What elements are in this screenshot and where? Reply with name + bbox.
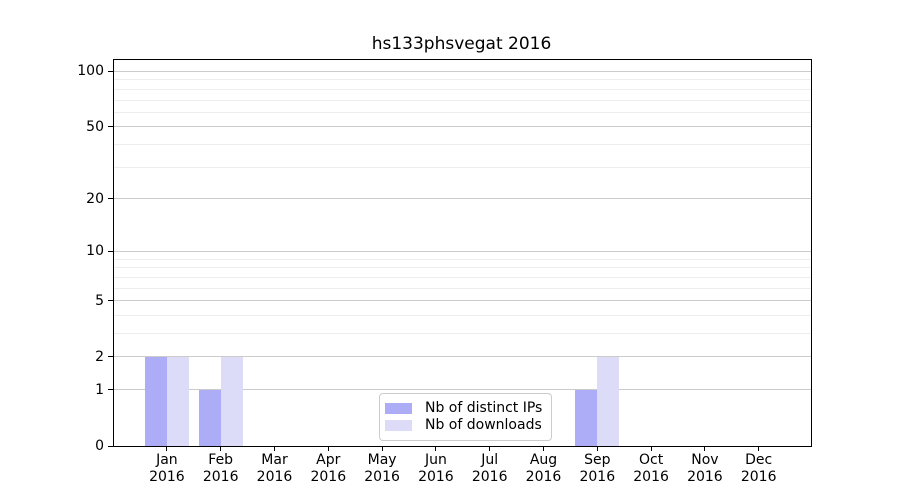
gridline-minor-30 <box>114 166 811 168</box>
y-tick-2 <box>108 356 113 358</box>
gridline-minor-70 <box>114 99 811 101</box>
chart-title: hs133phsvegat 2016 <box>371 34 552 54</box>
x-tick-dec <box>758 446 760 451</box>
gridline-minor-8 <box>114 267 811 269</box>
y-tick-5 <box>108 300 113 302</box>
gridline-minor-40 <box>114 144 811 146</box>
gridline-minor-7 <box>114 276 811 278</box>
x-tick-apr <box>327 446 329 451</box>
x-tick-label-feb: Feb 2016 <box>202 452 239 485</box>
x-tick-may <box>381 446 383 451</box>
gridline-minor-6 <box>114 287 811 289</box>
y-tick-0 <box>108 445 113 447</box>
bar-downloads-sep <box>597 356 620 446</box>
x-tick-mar <box>274 446 275 451</box>
y-tick-label-10: 10 <box>86 243 104 260</box>
y-tick-label-1: 1 <box>95 381 104 398</box>
legend-label-downloads: Nb of downloads <box>425 417 542 433</box>
x-tick-jun <box>435 446 437 451</box>
plot-area: 0 1 2 5 10 20 50 100 Jan 2016 Feb 2016 Mar 2016 Ap… <box>77 59 812 485</box>
legend-label-distinct-ips: Nb of distinct IPs <box>425 400 543 416</box>
bar-distinct-ips-sep <box>575 389 598 446</box>
gridline-minor-4 <box>114 314 811 316</box>
gridline-minor-90 <box>114 79 811 81</box>
bar-distinct-ips-feb <box>198 389 221 446</box>
gridline-major-10 <box>114 250 811 252</box>
bar-downloads-feb <box>220 356 243 446</box>
gridline-major-5 <box>114 300 811 302</box>
x-tick-label-dec: Dec 2016 <box>740 452 777 485</box>
legend-swatch-downloads <box>385 420 412 431</box>
y-tick-label-2: 2 <box>95 348 104 365</box>
x-tick-aug <box>543 446 544 451</box>
gridline-major-50 <box>114 126 811 128</box>
y-tick-50 <box>108 126 113 128</box>
y-tick-label-0: 0 <box>95 438 104 454</box>
x-tick-sep <box>596 446 598 451</box>
y-tick-label-100: 100 <box>77 63 104 80</box>
bar-distinct-ips-jan <box>144 356 167 446</box>
legend-swatch-distinct-ips <box>385 403 412 414</box>
gridline-minor-80 <box>114 88 811 90</box>
gridline-major-20 <box>114 198 811 200</box>
y-tick-label-5: 5 <box>95 292 104 309</box>
y-tick-10 <box>108 250 113 252</box>
x-tick-label-sep: Sep 2016 <box>579 452 616 485</box>
x-tick-label-nov: Nov 2016 <box>687 452 723 485</box>
y-tick-1 <box>108 389 113 391</box>
y-tick-label-20: 20 <box>86 190 104 207</box>
x-tick-nov <box>704 446 706 451</box>
x-tick-oct <box>650 446 652 451</box>
gridline-major-1 <box>114 389 811 391</box>
x-tick-label-may: May 2016 <box>364 452 400 485</box>
x-tick-label-apr: Apr 2016 <box>310 452 347 485</box>
x-tick-label-mar: Mar 2016 <box>256 452 293 485</box>
gridline-major-2 <box>114 356 811 358</box>
x-tick-jan <box>166 446 168 451</box>
legend-item-distinct-ips: Nb of distinct IPs <box>385 400 542 417</box>
y-tick-label-50: 50 <box>86 118 104 135</box>
bar-downloads-jan <box>166 356 189 446</box>
legend-item-downloads: Nb of downloads <box>385 417 542 434</box>
x-tick-label-jan: Jan 2016 <box>149 452 185 485</box>
gridline-minor-3 <box>114 333 811 334</box>
gridline-minor-9 <box>114 258 811 260</box>
y-tick-100 <box>108 70 113 72</box>
gridline-minor-60 <box>114 111 811 113</box>
x-tick-label-jun: Jun 2016 <box>418 452 454 485</box>
legend: Nb of distinct IPs Nb of downloads <box>379 393 553 441</box>
x-tick-label-jul: Jul 2016 <box>471 452 508 485</box>
gridline-major-100 <box>114 70 811 72</box>
x-tick-label-aug: Aug 2016 <box>525 452 562 485</box>
y-tick-20 <box>108 198 113 200</box>
x-tick-label-oct: Oct 2016 <box>633 452 669 485</box>
x-tick-feb <box>220 446 222 451</box>
x-tick-jul <box>489 446 491 451</box>
